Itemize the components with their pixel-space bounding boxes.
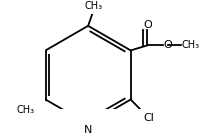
Text: O: O [163,40,172,51]
Text: CH₃: CH₃ [16,105,34,115]
Text: N: N [84,125,92,136]
Text: CH₃: CH₃ [182,40,200,51]
Text: Cl: Cl [144,113,155,123]
Text: O: O [143,20,152,30]
Text: CH₃: CH₃ [84,1,102,11]
